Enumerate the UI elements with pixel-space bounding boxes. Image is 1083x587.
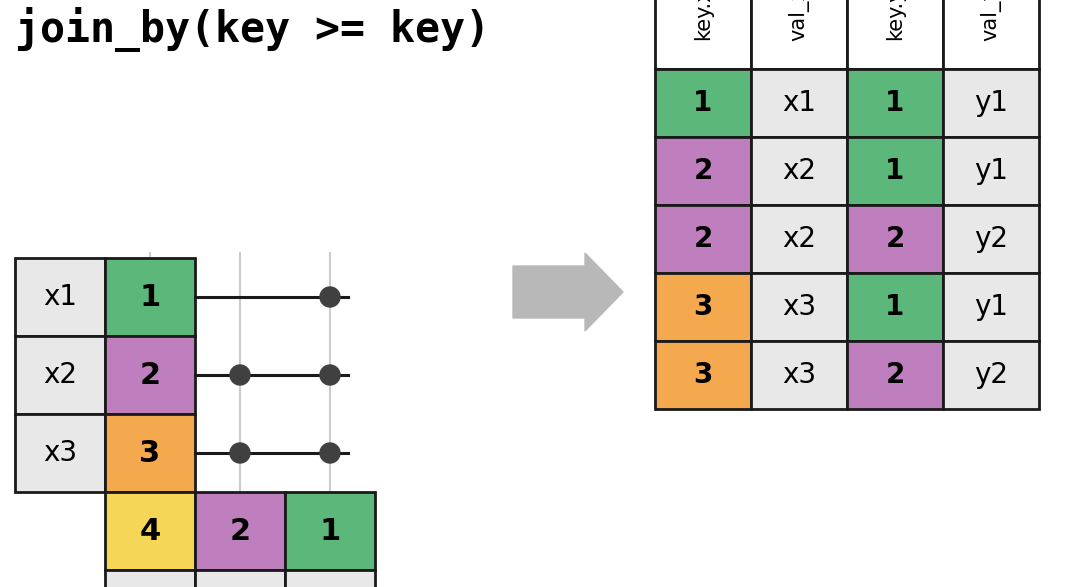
Bar bbox=[195, 570, 285, 587]
Text: 1: 1 bbox=[140, 282, 160, 312]
Bar bbox=[751, 0, 847, 69]
Bar bbox=[943, 273, 1039, 341]
Bar bbox=[195, 492, 285, 570]
Text: x3: x3 bbox=[782, 293, 817, 321]
Bar bbox=[15, 336, 105, 414]
Circle shape bbox=[230, 443, 250, 463]
Bar bbox=[655, 137, 751, 205]
Bar bbox=[751, 273, 847, 341]
Circle shape bbox=[230, 365, 250, 385]
Bar bbox=[943, 341, 1039, 409]
Text: join_by(key >= key): join_by(key >= key) bbox=[15, 7, 490, 52]
Text: 3: 3 bbox=[693, 293, 713, 321]
Bar bbox=[847, 273, 943, 341]
Bar bbox=[847, 341, 943, 409]
Text: 3: 3 bbox=[140, 438, 160, 467]
Bar bbox=[751, 341, 847, 409]
Bar bbox=[655, 273, 751, 341]
Text: 3: 3 bbox=[693, 361, 713, 389]
Text: 2: 2 bbox=[693, 157, 713, 185]
Text: x1: x1 bbox=[782, 89, 815, 117]
Circle shape bbox=[319, 287, 340, 307]
Bar bbox=[655, 0, 751, 69]
Bar bbox=[751, 137, 847, 205]
Text: y2: y2 bbox=[974, 361, 1008, 389]
Text: 2: 2 bbox=[885, 225, 904, 253]
Text: y2: y2 bbox=[974, 225, 1008, 253]
Text: y1: y1 bbox=[974, 89, 1008, 117]
Text: x3: x3 bbox=[43, 439, 77, 467]
Circle shape bbox=[319, 365, 340, 385]
Bar bbox=[655, 341, 751, 409]
Bar bbox=[105, 258, 195, 336]
Bar bbox=[655, 69, 751, 137]
Circle shape bbox=[319, 443, 340, 463]
Bar bbox=[105, 336, 195, 414]
Text: 1: 1 bbox=[886, 89, 904, 117]
Bar bbox=[847, 69, 943, 137]
Bar bbox=[943, 0, 1039, 69]
Bar bbox=[943, 69, 1039, 137]
Bar bbox=[105, 570, 195, 587]
Text: 1: 1 bbox=[886, 293, 904, 321]
Bar bbox=[943, 137, 1039, 205]
Text: key.y: key.y bbox=[885, 0, 905, 41]
Text: x2: x2 bbox=[782, 225, 815, 253]
Text: 1: 1 bbox=[319, 517, 341, 545]
Bar bbox=[285, 492, 375, 570]
Bar bbox=[943, 205, 1039, 273]
Text: y1: y1 bbox=[974, 157, 1008, 185]
Text: x1: x1 bbox=[43, 283, 77, 311]
Text: x2: x2 bbox=[782, 157, 815, 185]
FancyArrow shape bbox=[513, 253, 623, 331]
Text: y1: y1 bbox=[974, 293, 1008, 321]
Text: x2: x2 bbox=[43, 361, 77, 389]
Text: 4: 4 bbox=[140, 517, 160, 545]
Bar bbox=[847, 137, 943, 205]
Text: 2: 2 bbox=[885, 361, 904, 389]
Text: val_y: val_y bbox=[980, 0, 1002, 41]
Text: 1: 1 bbox=[886, 157, 904, 185]
Text: key.x: key.x bbox=[693, 0, 713, 41]
Bar bbox=[751, 69, 847, 137]
Text: val_x: val_x bbox=[788, 0, 809, 41]
Bar bbox=[285, 570, 375, 587]
Bar bbox=[105, 492, 195, 570]
Bar bbox=[847, 205, 943, 273]
Bar bbox=[15, 414, 105, 492]
Bar bbox=[105, 414, 195, 492]
Bar bbox=[751, 205, 847, 273]
Text: 1: 1 bbox=[693, 89, 713, 117]
Text: x3: x3 bbox=[782, 361, 817, 389]
Text: 2: 2 bbox=[230, 517, 250, 545]
Bar bbox=[655, 205, 751, 273]
Bar bbox=[847, 0, 943, 69]
Bar bbox=[15, 258, 105, 336]
Text: 2: 2 bbox=[140, 360, 160, 390]
Text: 2: 2 bbox=[693, 225, 713, 253]
